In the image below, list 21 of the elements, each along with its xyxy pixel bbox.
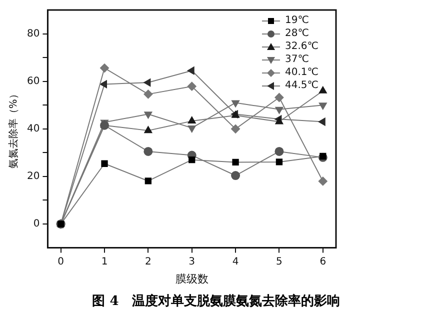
y-tick-label: 20 xyxy=(26,171,40,182)
legend-label: 40.1℃ xyxy=(285,66,318,79)
legend-label: 28℃ xyxy=(285,27,309,40)
x-tick-label: 4 xyxy=(232,256,239,268)
legend-label: 44.5℃ xyxy=(285,79,318,92)
x-tick-label: 3 xyxy=(188,256,196,268)
y-tick-label: 80 xyxy=(26,28,40,40)
x-axis-title: 膜级数 xyxy=(175,272,208,286)
legend-label: 32.6℃ xyxy=(285,40,318,53)
y-axis-title: 氨氮去除率（%） xyxy=(8,89,20,169)
x-tick-label: 6 xyxy=(320,256,326,268)
x-tick-label: 0 xyxy=(58,256,64,268)
y-tick-label: 0 xyxy=(33,218,40,230)
legend-label: 19℃ xyxy=(285,14,309,27)
legend-label: 37℃ xyxy=(285,53,309,66)
x-tick-label: 1 xyxy=(101,256,108,268)
y-tick-label: 40 xyxy=(26,123,40,134)
x-tick-label: 2 xyxy=(144,256,152,268)
y-tick-label: 60 xyxy=(26,76,40,87)
x-tick-label: 5 xyxy=(276,256,282,268)
text: 图 4 温度对单支脱氨膜氨氮去除率的影响 xyxy=(91,292,341,310)
